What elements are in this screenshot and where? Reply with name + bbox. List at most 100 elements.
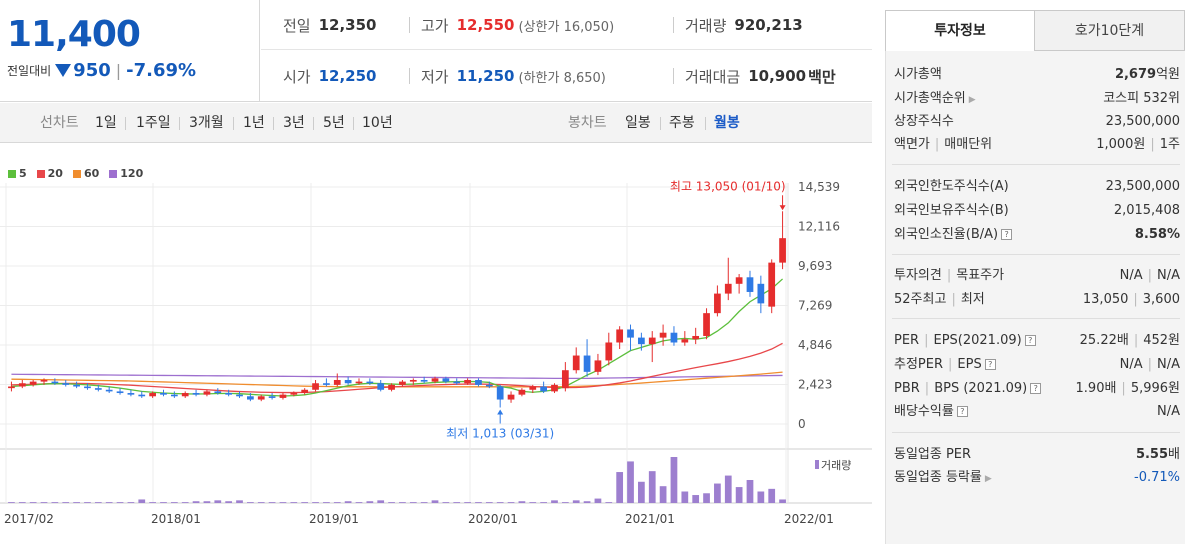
help-icon[interactable]: ? [1030, 383, 1042, 394]
quote-row-2: 시가 12,250 저가 11,250 (하한가 8,650) 거래대금 10,… [261, 51, 872, 101]
y-tick-label: 14,539 [798, 180, 840, 194]
info-tabs: 투자정보 호가10단계 [885, 10, 1185, 51]
period-5y[interactable]: 5년 [323, 115, 345, 131]
candle-body [670, 332, 678, 343]
open-value: 12,250 [318, 67, 377, 85]
candle-body [323, 383, 330, 385]
volume-bar [29, 502, 37, 503]
volume-bar [170, 502, 178, 503]
period-3m[interactable]: 3개월 [189, 115, 224, 131]
volume-bar [355, 502, 363, 503]
divider [179, 117, 180, 130]
amount-unit: 백만 [808, 67, 836, 86]
candle-body [268, 396, 276, 398]
candle-body [40, 379, 48, 382]
low-label: 저가 [421, 67, 449, 86]
candle-body [170, 394, 178, 397]
candle-body [638, 337, 645, 345]
candle-body [225, 393, 233, 395]
section-divider [892, 432, 1180, 433]
chart-legend: 5 20 60 120 [8, 167, 143, 180]
candle-body [160, 393, 167, 395]
volume-bar [616, 472, 624, 503]
volume-bar [377, 500, 385, 503]
candle-body [29, 381, 37, 385]
help-icon[interactable]: ? [984, 359, 996, 370]
candle-body [529, 386, 537, 390]
volume-bar [757, 491, 765, 503]
volume-bar [681, 491, 689, 503]
triangle-right-icon: ▶ [984, 474, 992, 484]
candle-body [703, 313, 710, 336]
y-tick-label: 12,116 [798, 220, 840, 234]
ma20-line [11, 342, 783, 394]
period-1d[interactable]: 1일 [95, 115, 117, 131]
period-3y[interactable]: 3년 [283, 115, 305, 131]
info-body: 시가총액 2,679억원 시가총액순위 ▶ 코스피 532위 상장주식수 23,5… [885, 51, 1185, 544]
candle-body [594, 360, 602, 372]
market-cap-rank-row[interactable]: 시가총액순위 ▶ 코스피 532위 [894, 91, 1180, 106]
volume-bar [73, 502, 80, 503]
volume-bar [116, 502, 124, 503]
candle-body [551, 384, 558, 392]
volume-bar [627, 461, 634, 503]
candle-body [84, 386, 91, 389]
volume-bar [312, 502, 319, 503]
high-price: 고가 12,550 (상한가 16,050) [421, 0, 614, 50]
candle-body [681, 339, 689, 343]
divider [233, 117, 234, 130]
candle-body [540, 386, 547, 392]
volume-bar [659, 486, 667, 503]
period-1y[interactable]: 1년 [243, 115, 265, 131]
volume: 거래량 920,213 [685, 0, 803, 50]
volume-bar [333, 502, 341, 503]
divider [353, 117, 354, 130]
price-box: 11,400 전일대비 950 | -7.69% [0, 0, 260, 102]
candle-body [496, 386, 504, 400]
industry-change-row[interactable]: 동일업종 등락률 ▶ -0.71% [894, 470, 1180, 485]
legend-ma5: 5 [8, 167, 27, 180]
period-1w[interactable]: 1주일 [136, 115, 171, 131]
legend-swatch-icon [8, 169, 16, 178]
candle-body [627, 329, 634, 338]
candle-body [583, 355, 591, 372]
candle-body [333, 379, 341, 385]
volume-bar [670, 457, 678, 503]
current-price: 11,400 [7, 14, 141, 55]
volume-bar [8, 502, 15, 503]
candle-body [616, 329, 624, 343]
per-row: PER | EPS(2021.09)? 25.22배 | 452원 [894, 333, 1180, 348]
period-10y[interactable]: 10년 [362, 115, 393, 131]
volume-bar [160, 502, 167, 503]
tab-order-book[interactable]: 호가10단계 [1034, 10, 1185, 51]
opinion-row: 투자의견 | 목표주가 N/A | N/A [894, 268, 1180, 283]
prev-close: 전일 12,350 [283, 0, 377, 50]
amount-value: 10,900 [748, 67, 807, 85]
volume-bar [561, 502, 569, 503]
candle-body [312, 383, 319, 390]
change-label: 전일대비 [7, 64, 52, 78]
candle-weekly[interactable]: 주봉 [669, 115, 695, 131]
volume-bar [214, 500, 222, 503]
help-icon[interactable]: ? [956, 406, 968, 417]
candle-body [116, 391, 124, 394]
candle-body [746, 277, 754, 292]
help-icon[interactable]: ? [1001, 229, 1013, 240]
candle-body [399, 381, 406, 385]
volume-bar [301, 502, 309, 503]
tab-investment-info[interactable]: 투자정보 [885, 10, 1035, 51]
volume-bar [768, 488, 776, 503]
candle-body [714, 293, 721, 314]
candle-body [366, 381, 374, 384]
candle-body [724, 283, 732, 294]
high-annotation: 최고 13,050 (01/10) [670, 179, 786, 193]
candle-body [192, 393, 200, 395]
candlestick-plot: 14,539 12,116 9,693 7,269 4,846 2,423 0 2017/02… [0, 179, 872, 526]
candle-monthly[interactable]: 월봉 [714, 115, 740, 131]
help-icon[interactable]: ? [1024, 335, 1036, 346]
quote-panel: 11,400 전일대비 950 | -7.69% 전일 12,350 고가 12… [0, 0, 872, 102]
candle-daily[interactable]: 일봉 [625, 115, 651, 131]
volume-value: 920,213 [734, 16, 803, 34]
volume-bar [268, 502, 276, 503]
legend-swatch-icon [109, 169, 118, 178]
